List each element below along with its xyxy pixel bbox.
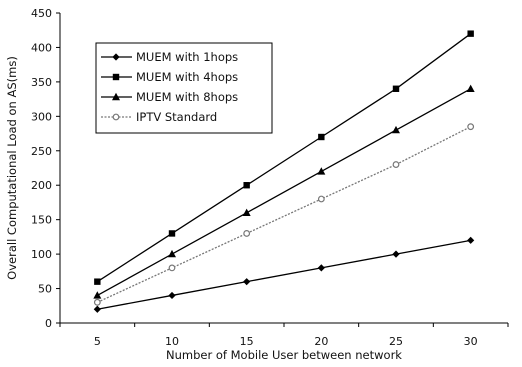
y-tick-label: 200: [31, 179, 52, 192]
y-tick-label: 150: [31, 214, 52, 227]
data-point: [168, 249, 176, 258]
x-tick-label: 20: [314, 335, 328, 348]
data-point: [467, 30, 474, 37]
legend: MUEM with 1hops MUEM with 4hops MUEM with …: [95, 42, 273, 134]
y-tick-label: 100: [31, 248, 52, 261]
legend-swatch-marker: [112, 53, 120, 61]
y-axis-label: Overall Computational Load on AS(ms): [5, 56, 19, 280]
data-point: [93, 305, 101, 313]
data-point: [392, 125, 400, 134]
y-tick-label: 400: [31, 41, 52, 54]
data-point: [168, 264, 176, 272]
data-point: [243, 182, 250, 189]
y-tick-label: 50: [38, 283, 52, 296]
legend-item: IPTV Standard: [101, 110, 217, 124]
data-point: [392, 85, 400, 92]
legend-item: MUEM with 4hops: [101, 70, 238, 84]
data-point: [467, 236, 475, 244]
data-point: [317, 195, 325, 203]
data-point: [317, 264, 325, 272]
legend-box: [95, 42, 273, 134]
data-point: [467, 123, 475, 131]
data-point: [168, 230, 176, 237]
x-tick-label: 30: [464, 335, 478, 348]
y-axis-ticks: 0 50 100 150 200 250 300 350 400 450: [31, 7, 60, 330]
legend-swatch-marker: [112, 113, 120, 121]
series-line: [96, 33, 472, 283]
data-point: [392, 250, 400, 258]
data-point: [318, 133, 325, 141]
x-tick-label: 5: [94, 335, 101, 348]
data-point: [242, 208, 251, 216]
series-1: [93, 236, 475, 313]
series-line: [97, 88, 471, 297]
x-axis-label: Number of Mobile User between network: [166, 348, 402, 362]
legend-label: MUEM with 8hops: [136, 90, 238, 104]
legend-swatch-marker: [112, 92, 120, 101]
data-point: [243, 230, 251, 237]
series-4: [93, 123, 475, 306]
x-tick-label: 25: [389, 335, 403, 348]
data-point: [93, 298, 101, 306]
series-2: [94, 30, 474, 285]
data-point: [317, 167, 326, 175]
series-line: [97, 126, 471, 303]
legend-label: MUEM with 1hops: [136, 50, 238, 64]
legend-label: IPTV Standard: [136, 110, 217, 124]
data-point: [94, 278, 101, 285]
x-tick-label: 10: [165, 335, 179, 348]
y-tick-label: 250: [31, 145, 52, 158]
x-axis-ticks: 5 10 15 20 25 30: [59, 323, 509, 348]
legend-swatch-marker: [112, 73, 120, 81]
legend-item: MUEM with 1hops: [101, 50, 238, 64]
data-point: [93, 291, 102, 299]
y-tick-label: 300: [31, 110, 52, 123]
data-point: [392, 161, 400, 168]
series-group: [93, 30, 475, 313]
series-line: [97, 239, 471, 310]
data-point: [466, 84, 475, 92]
y-tick-label: 350: [31, 76, 52, 89]
x-tick-label: 15: [240, 335, 254, 348]
series-3: [93, 84, 475, 299]
data-point: [168, 291, 176, 300]
legend-item: MUEM with 8hops: [101, 90, 238, 104]
y-tick-label: 0: [45, 317, 52, 330]
data-point: [243, 278, 251, 286]
legend-label: MUEM with 4hops: [136, 70, 238, 84]
y-tick-label: 450: [31, 7, 52, 20]
